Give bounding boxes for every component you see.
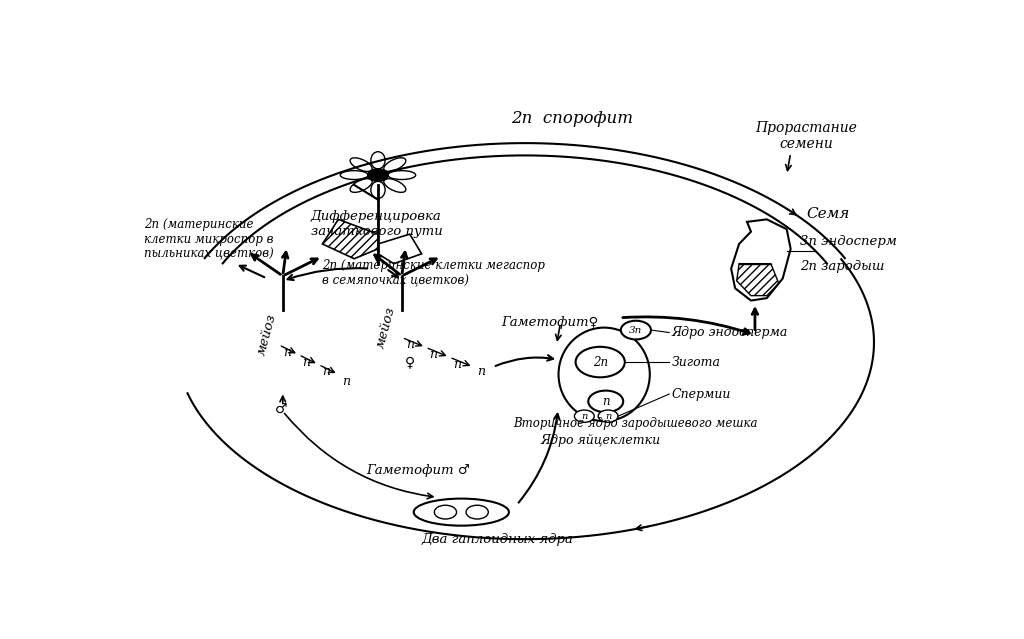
- Ellipse shape: [414, 498, 509, 526]
- Text: n: n: [605, 412, 611, 420]
- Text: n: n: [323, 366, 331, 378]
- Ellipse shape: [350, 179, 372, 192]
- Text: мейоз: мейоз: [374, 305, 397, 350]
- Text: 3n: 3n: [630, 326, 642, 335]
- Ellipse shape: [466, 505, 488, 519]
- Text: Вторичное ядро зародышевого мешка: Вторичное ядро зародышевого мешка: [513, 417, 758, 430]
- Ellipse shape: [621, 321, 651, 339]
- Ellipse shape: [350, 158, 372, 171]
- Ellipse shape: [371, 181, 385, 199]
- Ellipse shape: [598, 410, 618, 422]
- Text: n: n: [429, 348, 437, 361]
- Text: n: n: [283, 346, 291, 358]
- Text: n: n: [406, 338, 414, 351]
- Ellipse shape: [340, 171, 368, 180]
- Text: Прорастание
семени: Прорастание семени: [756, 121, 857, 151]
- Text: 2n зародыш: 2n зародыш: [800, 259, 885, 273]
- Text: ♂: ♂: [274, 402, 288, 416]
- Ellipse shape: [588, 390, 624, 412]
- Text: n: n: [582, 412, 588, 420]
- Ellipse shape: [384, 158, 406, 171]
- Text: мейоз: мейоз: [255, 312, 279, 357]
- Text: Ядро яйцеклетки: Ядро яйцеклетки: [541, 435, 660, 447]
- Circle shape: [368, 169, 388, 181]
- Text: ♀: ♀: [404, 355, 415, 369]
- Text: n: n: [302, 355, 310, 369]
- Text: n: n: [602, 395, 609, 408]
- Text: Два гаплоидных ядра: Два гаплоидных ядра: [422, 533, 573, 546]
- Text: n: n: [477, 366, 485, 378]
- Text: 3n эндосперм: 3n эндосперм: [800, 235, 897, 248]
- Text: n: n: [342, 375, 350, 389]
- Text: Семя: Семя: [807, 208, 850, 222]
- Text: 2n  спорофит: 2n спорофит: [511, 110, 634, 127]
- Ellipse shape: [558, 328, 650, 421]
- Text: 2n: 2n: [593, 355, 608, 369]
- Text: Ядро эндосперма: Ядро эндосперма: [672, 326, 788, 339]
- Ellipse shape: [574, 410, 594, 422]
- Text: Гаметофит ♂: Гаметофит ♂: [367, 464, 470, 477]
- Text: Зигота: Зигота: [672, 355, 721, 369]
- Text: 2n (материнские клетки мегаспор
в семяпочках цветков): 2n (материнские клетки мегаспор в семяпо…: [323, 259, 546, 288]
- Ellipse shape: [388, 171, 416, 180]
- Text: Спермии: Спермии: [672, 387, 731, 401]
- Ellipse shape: [575, 347, 625, 377]
- Ellipse shape: [384, 179, 406, 192]
- Text: n: n: [454, 358, 462, 371]
- Ellipse shape: [371, 151, 385, 169]
- Text: Дифференцировка
зачаткового пути: Дифференцировка зачаткового пути: [310, 210, 442, 238]
- Text: Гаметофит♀: Гаметофит♀: [501, 316, 598, 329]
- Text: 2n (материнские
клетки микроспор в
пыльниках цветков): 2n (материнские клетки микроспор в пыльн…: [143, 217, 273, 261]
- Ellipse shape: [434, 505, 457, 519]
